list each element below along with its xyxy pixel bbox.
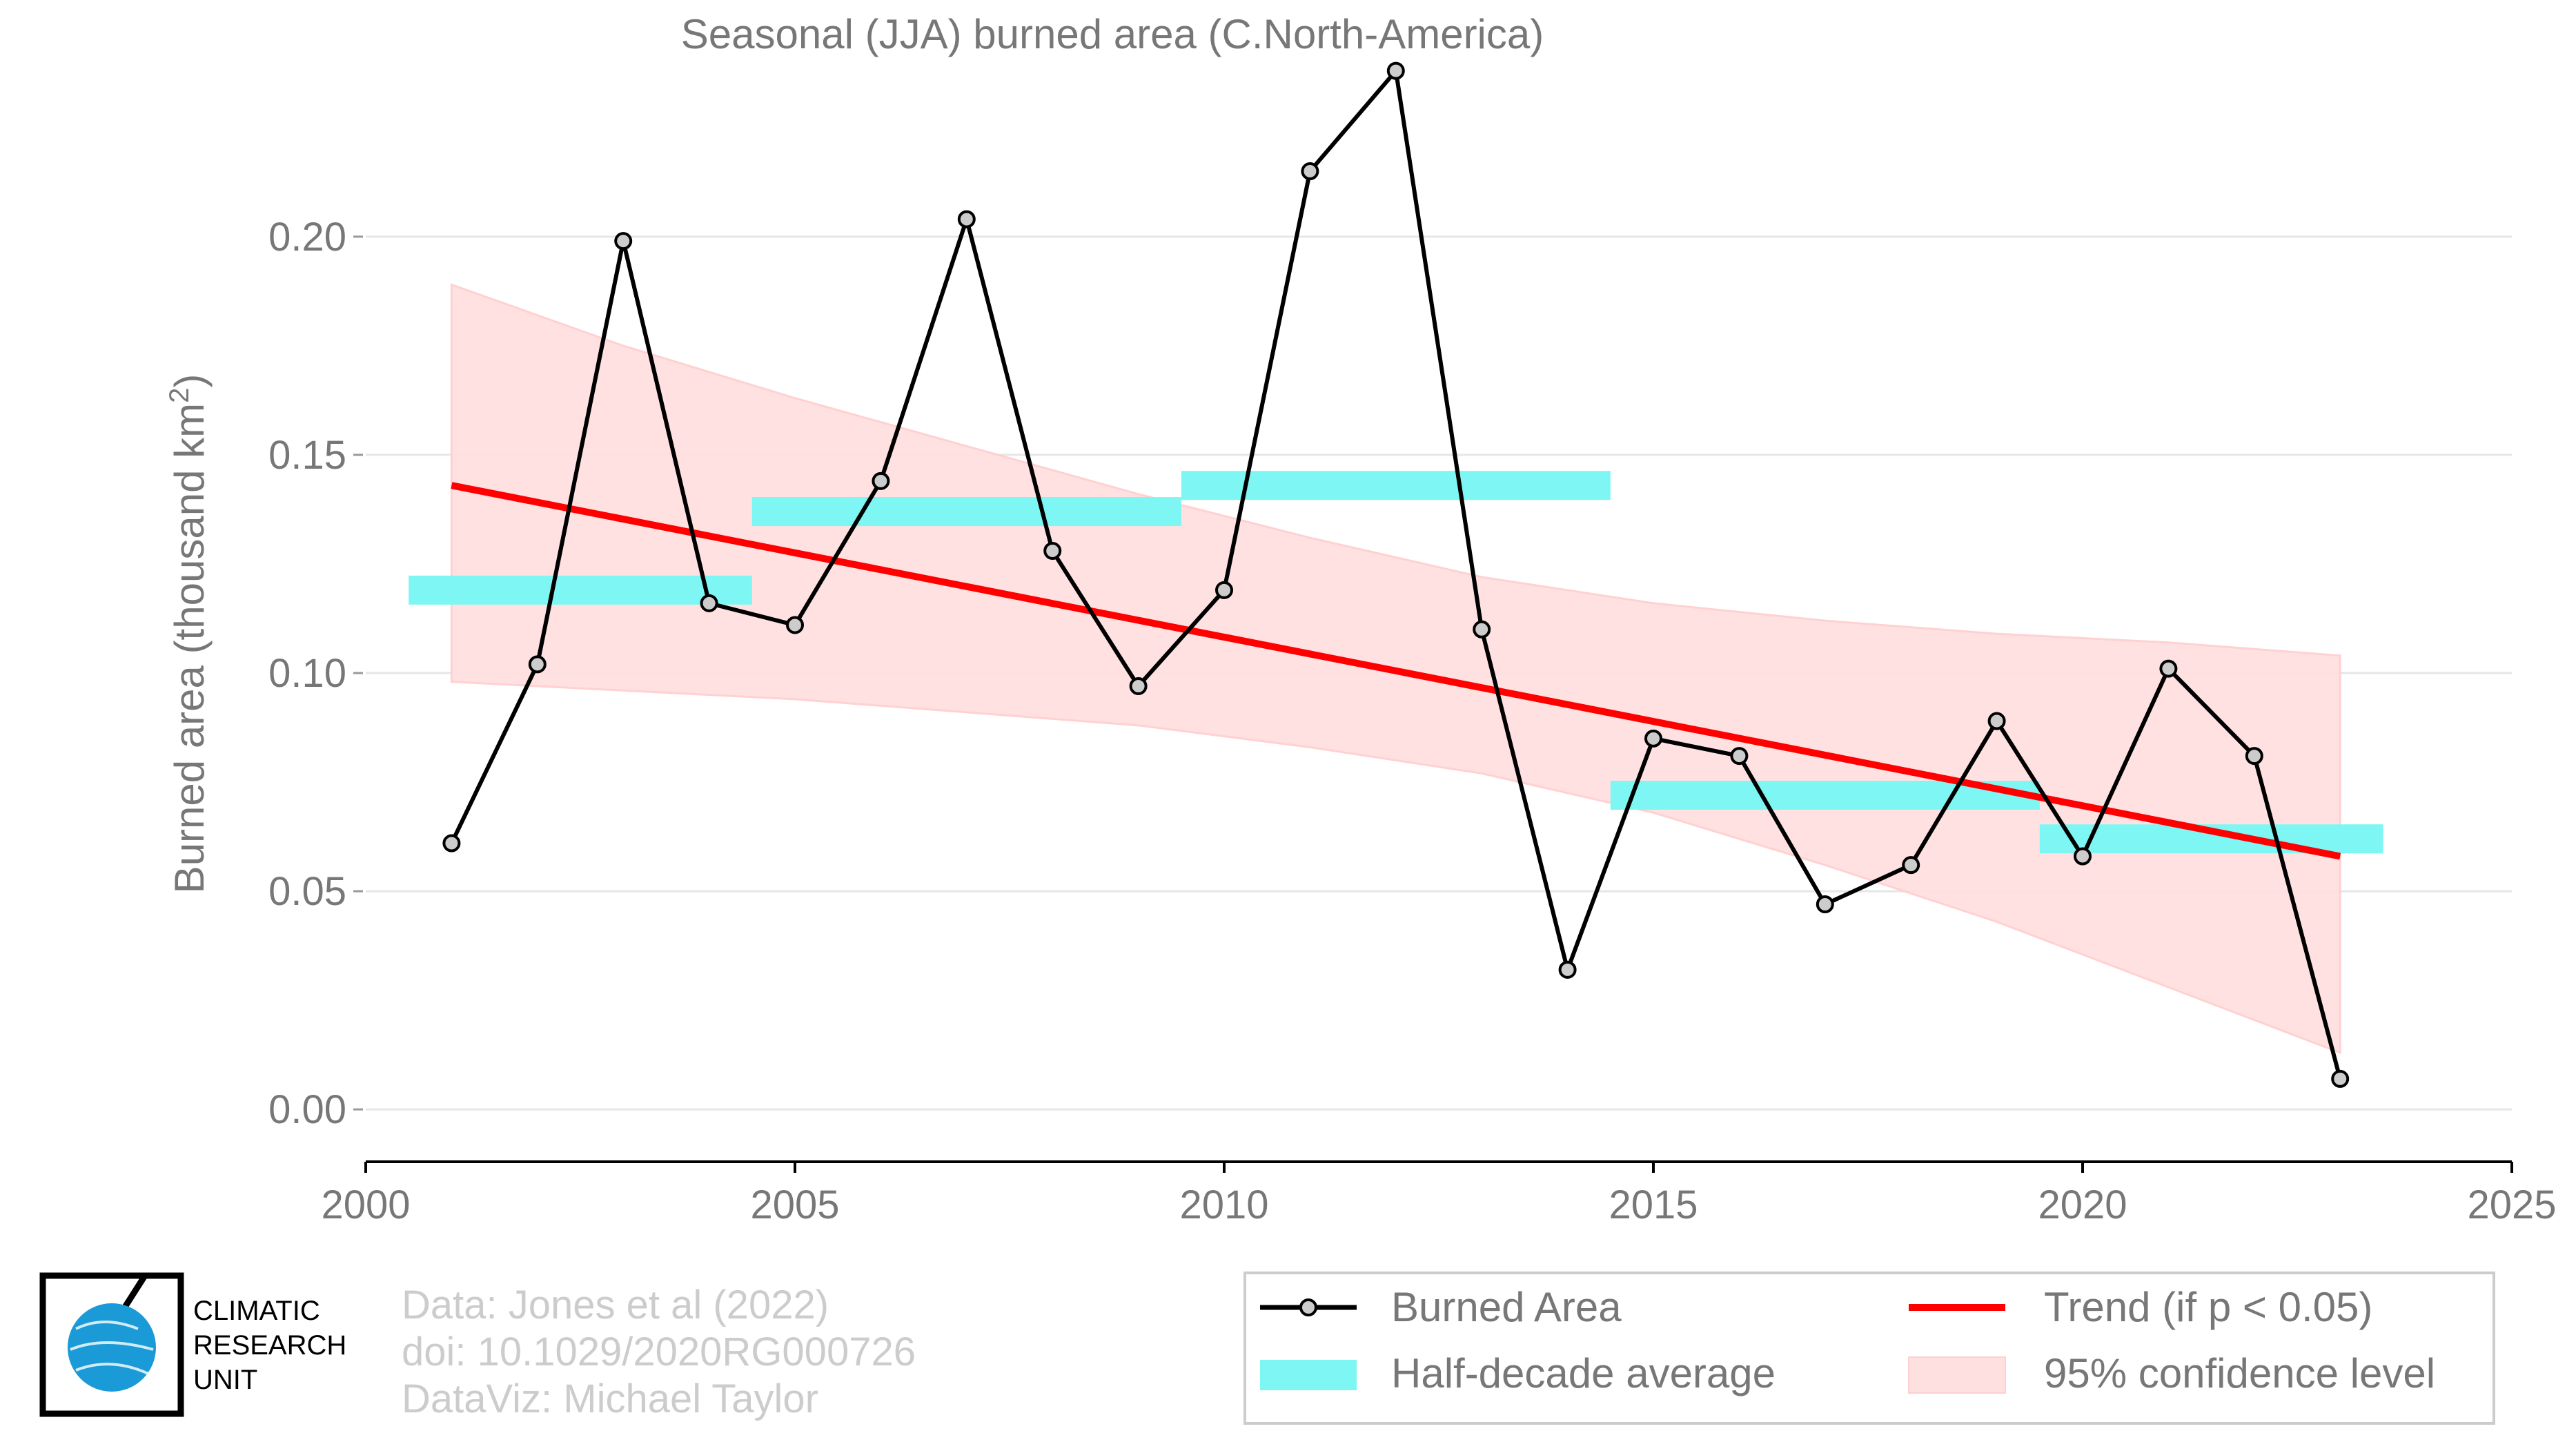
- logo-bracket-slash: [121, 1274, 148, 1310]
- half-decade-bar: [751, 497, 1181, 527]
- burned-area-point: [1473, 620, 1491, 639]
- x-tick-label: 2020: [2038, 1182, 2127, 1227]
- burned-area-point: [786, 616, 804, 634]
- credits: Data: Jones et al (2022) doi: 10.1029/20…: [402, 1283, 916, 1421]
- logo-line-2: RESEARCH: [193, 1330, 346, 1361]
- logo-globe-swirl: [70, 1321, 154, 1375]
- legend-burned-area-marker: [1299, 1298, 1317, 1316]
- legend-burned-area-label: Burned Area: [1391, 1284, 1622, 1330]
- trend-line: [451, 482, 2341, 860]
- burned-area-point: [700, 594, 718, 612]
- burned-area-series: [442, 61, 2350, 1088]
- logo-bracket-right: [88, 1272, 184, 1417]
- logo-line-3: UNIT: [193, 1365, 257, 1395]
- burned-area-point: [1987, 712, 2006, 730]
- x-tick-label: 2015: [1609, 1182, 1698, 1227]
- y-axis-label-text: Burned area (thousand km: [166, 403, 213, 893]
- burned-area-point: [2331, 1069, 2350, 1088]
- y-axis-label: Burned area (thousand km2): [164, 374, 213, 894]
- trend-line-path: [451, 482, 2341, 860]
- x-tick-label: 2000: [321, 1182, 410, 1227]
- y-tick-label: 0.00: [268, 1087, 346, 1132]
- burned-area-point: [1215, 581, 1233, 599]
- legend-half-decade-label: Half-decade average: [1391, 1350, 1776, 1396]
- y-axis-label-superscript: 2: [164, 388, 195, 403]
- burned-area-point: [1043, 542, 1062, 560]
- legend-confidence-swatch: [1908, 1356, 2006, 1394]
- burned-area-point: [1301, 162, 1319, 181]
- x-tick-label: 2005: [750, 1182, 839, 1227]
- burned-area-point: [872, 471, 890, 490]
- burned-area-point: [1902, 856, 1920, 875]
- burned-area-point: [1558, 960, 1577, 979]
- credit-dataviz: DataViz: Michael Taylor: [402, 1376, 818, 1421]
- chart-title: Seasonal (JJA) burned area (C.North-Amer…: [681, 11, 1544, 57]
- credit-doi: doi: 10.1029/2020RG000726: [402, 1330, 916, 1374]
- y-tick-label: 0.15: [268, 433, 346, 478]
- burned-area-point: [442, 834, 461, 853]
- axes: 0.00 0.05 0.10 0.15 0.20 2000 2005 2010 2015 2020…: [268, 215, 2556, 1227]
- x-tick-label: 2025: [2467, 1182, 2556, 1227]
- burned-area-point: [1386, 61, 1405, 80]
- burned-area-point: [1644, 729, 1662, 748]
- burned-area-point: [528, 655, 547, 674]
- x-tick-label: 2010: [1179, 1182, 1268, 1227]
- half-decade-averages: [409, 471, 2383, 854]
- burned-area-point: [1730, 747, 1749, 766]
- y-axis-label-close: ): [166, 374, 213, 388]
- y-tick-label: 0.05: [268, 869, 346, 914]
- logo-bracket-left: [39, 1272, 138, 1417]
- legend: Burned Area Trend (if p < 0.05) Half-dec…: [1243, 1272, 2495, 1425]
- y-tick-label: 0.10: [268, 651, 346, 696]
- half-decade-bar: [409, 575, 752, 605]
- legend-half-decade-swatch: [1260, 1360, 1357, 1390]
- legend-trend-label: Trend (if p < 0.05): [2044, 1284, 2372, 1330]
- logo-line-1: CLIMATIC: [193, 1296, 320, 1326]
- legend-confidence-label: 95% confidence level: [2044, 1350, 2435, 1396]
- credit-data: Data: Jones et al (2022): [402, 1283, 829, 1327]
- burned-area-point: [614, 232, 633, 251]
- burned-area-point: [2074, 847, 2092, 866]
- burned-area-point: [2159, 659, 2178, 678]
- cru-logo: CLIMATIC RESEARCH UNIT: [39, 1272, 346, 1417]
- burned-area-point: [2245, 747, 2263, 766]
- half-decade-bar: [1181, 471, 1611, 500]
- legend-frame: [1243, 1272, 2495, 1425]
- burned-area-point: [1129, 676, 1148, 695]
- burned-area-point: [1816, 895, 1834, 914]
- y-tick-label: 0.20: [268, 215, 346, 260]
- burned-area-point: [957, 210, 976, 228]
